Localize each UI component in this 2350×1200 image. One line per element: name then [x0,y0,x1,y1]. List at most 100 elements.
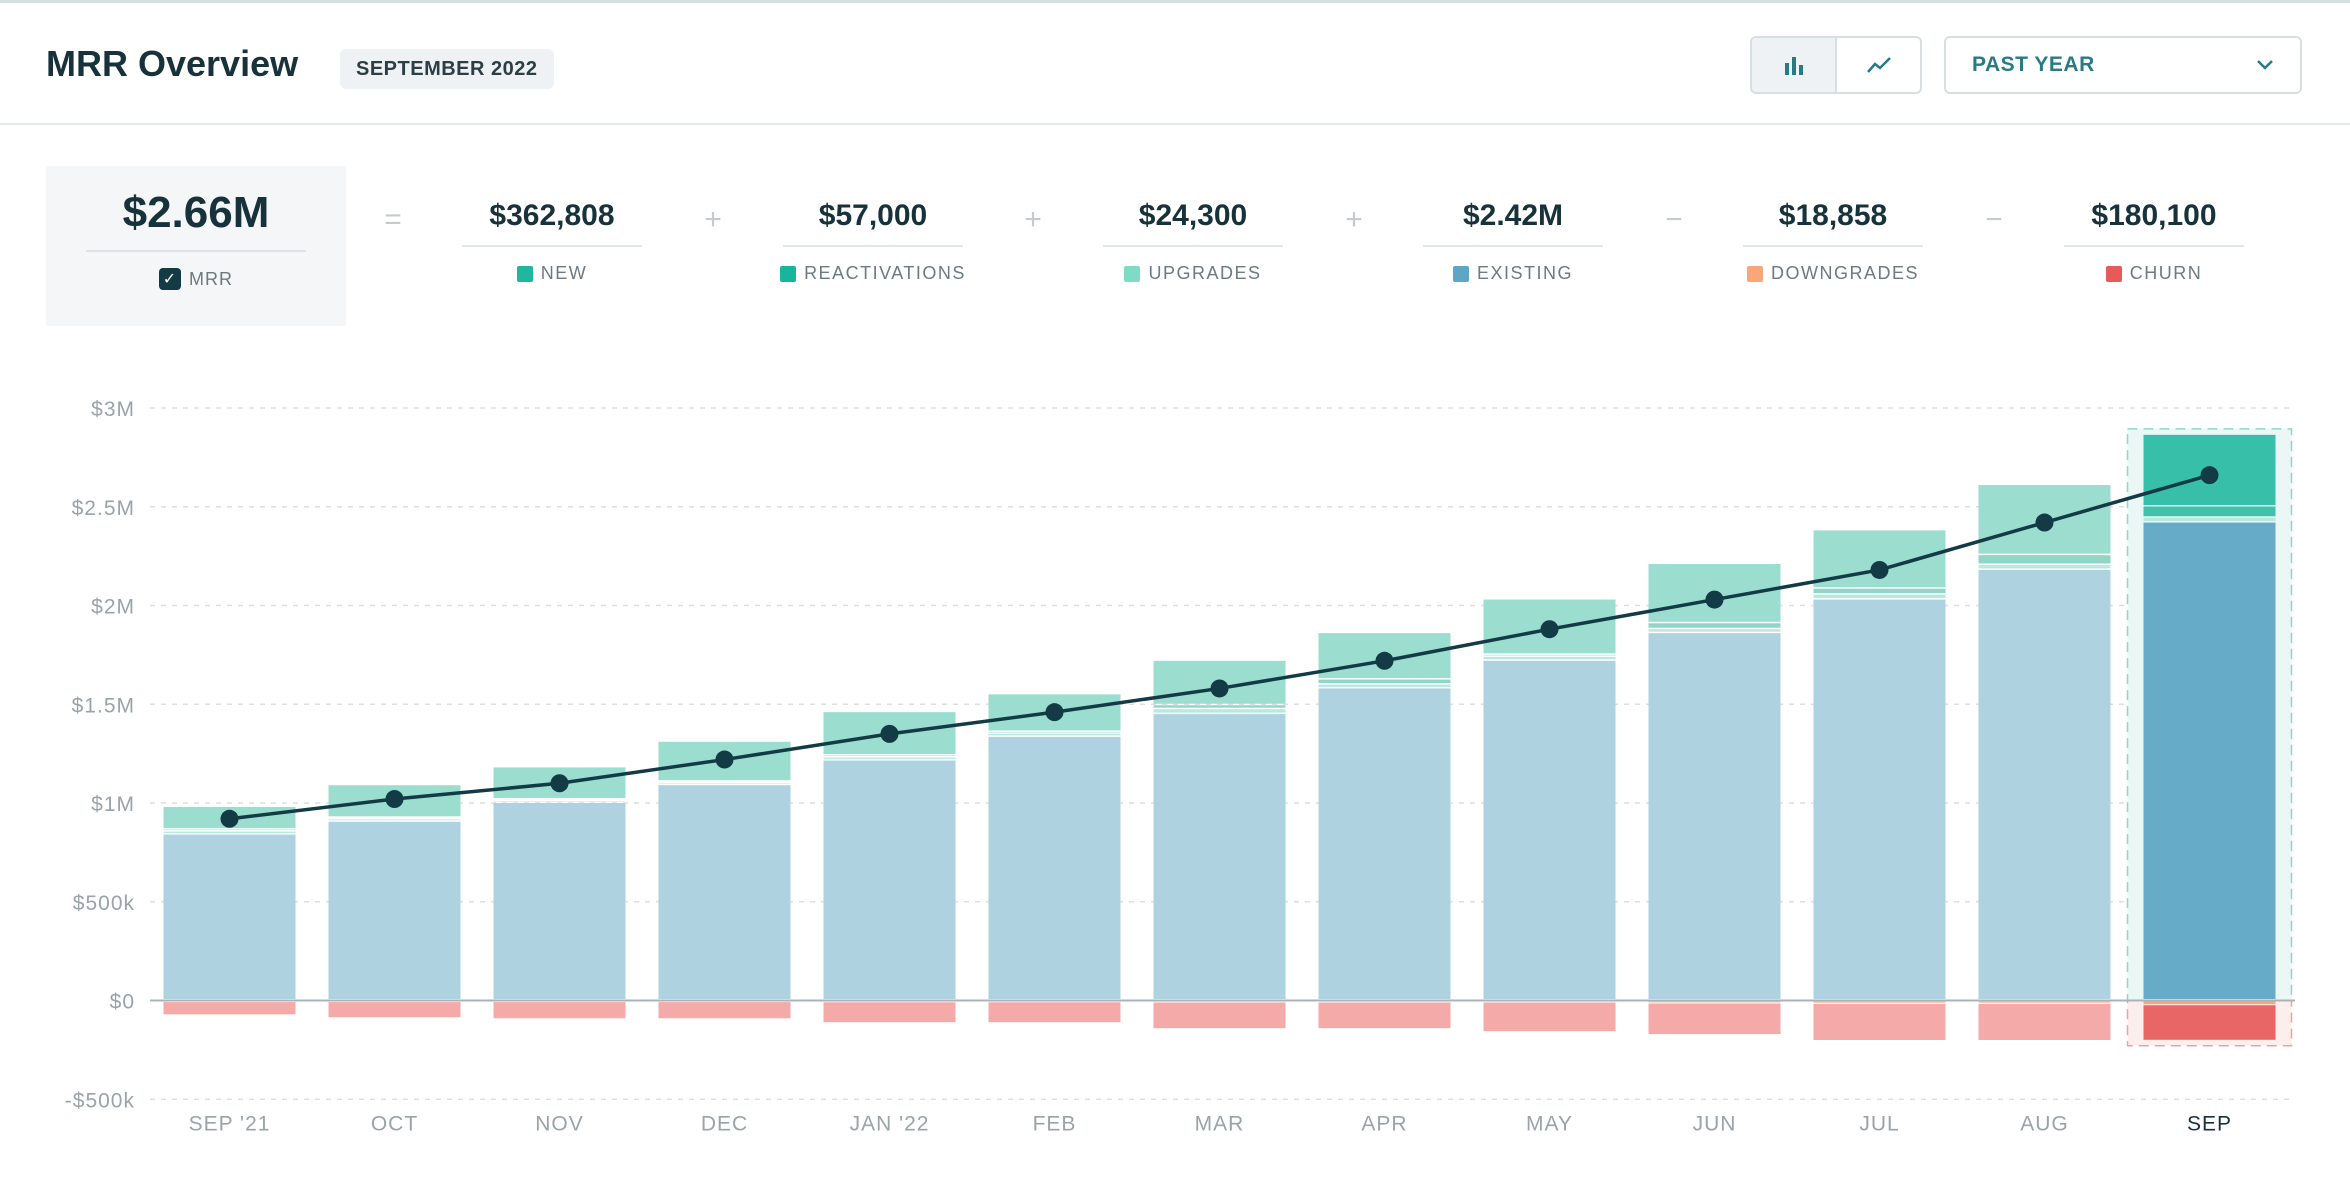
mrr-point[interactable] [2200,466,2219,485]
bar-view-button[interactable] [1752,38,1837,92]
component-label: EXISTING [1476,263,1573,283]
mrr-point[interactable] [220,809,239,828]
bar-segment-churn[interactable] [988,1002,1121,1023]
bar-segment-existing[interactable] [1978,569,2111,999]
bar-segment-existing[interactable] [823,760,956,999]
component-label: NEW [540,263,588,283]
component-value: $24,300 [1138,199,1248,232]
bar-segment-upgrades[interactable] [1153,709,1286,713]
x-tick-label: MAR [1195,1113,1245,1136]
operator: = [384,203,402,236]
mrr-point[interactable] [2035,513,2054,532]
divider [1423,245,1603,247]
bar-segment-existing[interactable] [1813,599,1946,999]
bar-segment-upgrades[interactable] [328,819,461,821]
bar-segment-churn[interactable] [1153,1002,1286,1029]
mrr-point[interactable] [385,790,404,809]
bar-segment-existing[interactable] [493,803,626,999]
x-tick-label: DEC [701,1113,748,1136]
mrr-point[interactable] [1375,651,1394,670]
line-chart-icon [1866,57,1891,73]
mrr-label: MRR [189,268,233,289]
y-tick-label: $0 [110,991,135,1014]
bar-segment-existing[interactable] [2143,522,2276,999]
mrr-point[interactable] [1870,560,1889,579]
bar-segment-downgrades[interactable] [1978,1001,2111,1003]
component-upgrades[interactable]: $24,300 UPGRADES [1093,199,1293,284]
bar-segment-upgrades[interactable] [1483,656,1616,660]
operator: + [1345,203,1363,236]
divider [1743,245,1923,247]
bar-segment-existing[interactable] [1318,688,1451,999]
component-churn[interactable]: $180,100 CHURN [2054,199,2254,284]
mrr-point[interactable] [1045,703,1064,722]
bar-segment-upgrades[interactable] [1648,629,1781,632]
bar-segment-churn[interactable] [1978,1003,2111,1040]
bar-segment-churn[interactable] [163,1002,296,1015]
mrr-point[interactable] [715,750,734,769]
bar-segment-upgrades[interactable] [1318,684,1451,687]
mrr-chart: -$500k $0 $500k $1M $1.5M $2M $2.5M $3M SEP '21 O… [65,398,2295,1136]
bar-segment-downgrades[interactable] [1813,1001,1946,1003]
bar-segment-churn[interactable] [328,1002,461,1018]
bar-segment-churn[interactable] [658,1002,791,1019]
bar-segment-reactivations[interactable] [2143,506,2276,517]
bar-segment-downgrades[interactable] [1648,1001,1781,1003]
component-label: UPGRADES [1148,263,1262,283]
component-downgrades[interactable]: $18,858 DOWNGRADES [1733,199,1933,284]
component-new[interactable]: $362,808 NEW [452,199,652,284]
bar-segment-reactivations[interactable] [1153,705,1286,708]
checkbox-checked-icon[interactable]: ✓ [159,268,181,290]
x-tick-label: JAN '22 [850,1113,930,1136]
bar-segment-churn[interactable] [493,1002,626,1019]
bar-segment-reactivations[interactable] [1318,679,1451,683]
bar-segment-existing[interactable] [1483,660,1616,999]
bar-segment-existing[interactable] [988,736,1121,999]
bar-segment-churn[interactable] [1813,1003,1946,1040]
y-tick-label: -$500k [65,1089,135,1112]
bar-segment-churn[interactable] [2143,1005,2276,1040]
bar-segment-churn[interactable] [823,1002,956,1023]
bar-segment-reactivations[interactable] [1978,555,2111,564]
mrr-point[interactable] [1210,679,1229,698]
divider [86,250,306,252]
operator: + [1024,203,1042,236]
divider [1103,245,1283,247]
x-tick-label: JUL [1859,1113,1899,1136]
bar-segment-upgrades[interactable] [1978,565,2111,569]
mrr-toggle[interactable]: ✓ MRR [46,268,346,290]
legend-swatch [1124,265,1141,282]
bar-segment-existing[interactable] [163,834,296,999]
mrr-point[interactable] [1705,590,1724,609]
component-existing[interactable]: $2.42M EXISTING [1413,199,1613,284]
page-title: MRR Overview [46,43,299,84]
bar-segment-existing[interactable] [1153,714,1286,999]
bar-segment-upgrades[interactable] [823,757,956,760]
bar-segment-upgrades[interactable] [2143,517,2276,522]
component-value: $57,000 [818,199,928,232]
component-value: $362,808 [489,199,615,232]
component-reactivations[interactable]: $57,000 REACTIVATIONS [773,199,973,284]
bar-segment-upgrades[interactable] [988,733,1121,736]
bar-segment-churn[interactable] [1318,1002,1451,1029]
mrr-point[interactable] [1540,620,1559,639]
mrr-point[interactable] [550,774,569,793]
bar-segment-churn[interactable] [1483,1002,1616,1032]
bar-segment-reactivations[interactable] [1813,588,1946,594]
bar-segment-upgrades[interactable] [1813,594,1946,599]
component-label: REACTIVATIONS [804,263,966,283]
bar-segment-reactivations[interactable] [1648,623,1781,628]
x-tick-label: SEP '21 [189,1113,271,1136]
divider [2064,245,2244,247]
bar-segment-existing[interactable] [658,785,791,999]
line-view-button[interactable] [1837,38,1920,92]
bar-segment-churn[interactable] [1648,1003,1781,1035]
bar-segment-existing[interactable] [1648,633,1781,999]
bar-segment-existing[interactable] [328,821,461,999]
mrr-total-card[interactable]: $2.66M ✓ MRR [46,166,346,326]
bar-segment-upgrades[interactable] [163,831,296,834]
mrr-point[interactable] [880,724,899,743]
bar-segment-downgrades[interactable] [2143,1001,2276,1005]
x-tick-label: OCT [371,1113,418,1136]
range-dropdown[interactable]: PAST YEAR [1944,36,2302,94]
